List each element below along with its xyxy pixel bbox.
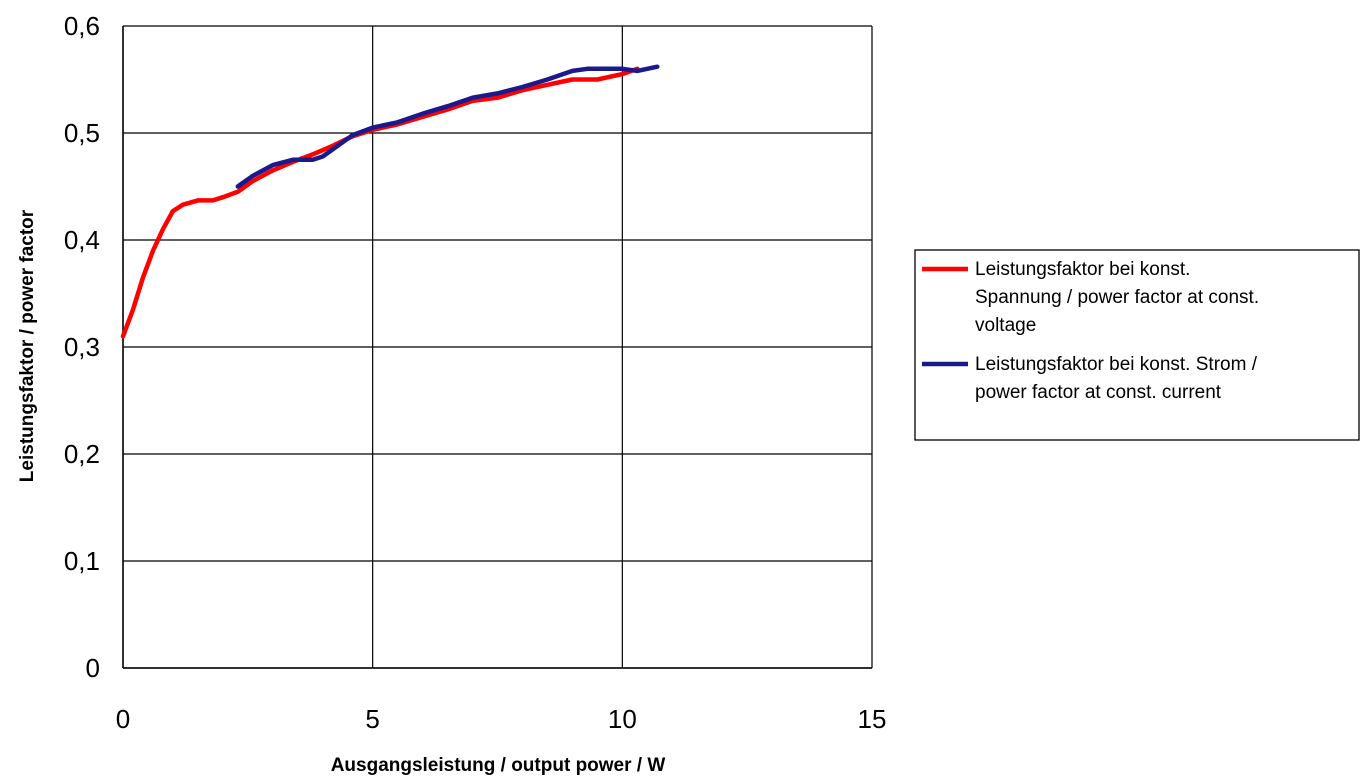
x-tick-label: 5 [365, 704, 379, 734]
y-tick-label: 0,6 [64, 11, 100, 41]
legend-label-2: Leistungsfaktor bei konst. Strom / [975, 354, 1258, 375]
legend: Leistungsfaktor bei konst. Spannung / pow… [914, 249, 1360, 441]
legend-label-1: Spannung / power factor at const. [975, 287, 1259, 308]
x-tick-label: 10 [608, 704, 637, 734]
series-line-1 [120, 66, 640, 339]
y-tick-label: 0,3 [64, 332, 100, 362]
tick-labels: 0 0,1 0,2 0,3 0,4 0,5 0,6 0 5 10 15 [64, 11, 887, 734]
legend-box [914, 249, 1360, 441]
x-tick-label: 15 [858, 704, 887, 734]
x-axis-title: Ausgangsleistung / output power / W [331, 755, 666, 776]
y-tick-label: 0,2 [64, 439, 100, 469]
x-tick-label: 0 [116, 704, 130, 734]
legend-label-1: voltage [975, 315, 1036, 336]
legend-label-1: Leistungsfaktor bei konst. [975, 259, 1190, 280]
legend-label-2: power factor at const. current [975, 382, 1222, 403]
y-axis-title: Leistungsfaktor / power factor [17, 209, 38, 482]
y-tick-label: 0,4 [64, 225, 100, 255]
series-line-2 [235, 64, 660, 189]
y-tick-label: 0,5 [64, 118, 100, 148]
y-tick-label: 0 [86, 653, 100, 683]
series-lines [120, 64, 660, 339]
y-tick-label: 0,1 [64, 546, 100, 576]
grid [122, 25, 873, 669]
